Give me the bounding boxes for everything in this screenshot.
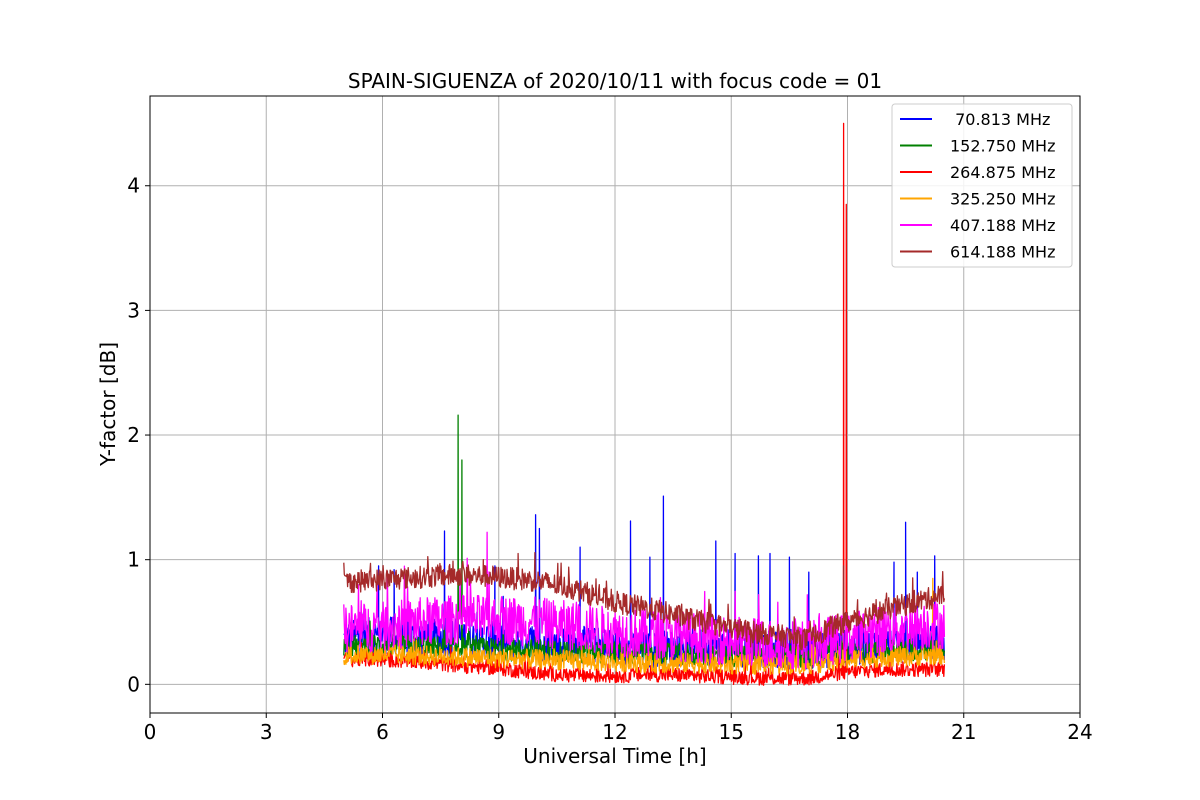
series-lines [343, 122, 946, 686]
x-tick-label: 9 [492, 720, 505, 744]
y-tick-label: 4 [127, 174, 140, 198]
chart-title: SPAIN-SIGUENZA of 2020/10/11 with focus … [348, 69, 882, 93]
legend-label: 70.813 MHz [950, 110, 1050, 129]
y-tick-label: 1 [127, 548, 140, 572]
legend-items: 70.813 MHz 152.750 MHz 264.875 MHz 325.250 … [900, 110, 1055, 262]
x-tick-label: 18 [835, 720, 860, 744]
y-tick-label: 2 [127, 423, 140, 447]
legend-label: 614.188 MHz [950, 243, 1055, 262]
x-tick-label: 15 [719, 720, 744, 744]
y-axis-ticks: 0 1 2 3 4 [127, 174, 150, 696]
series-line [343, 551, 946, 651]
x-tick-label: 12 [602, 720, 627, 744]
x-tick-label: 0 [144, 720, 157, 744]
y-tick-label: 3 [127, 298, 140, 322]
series-line [343, 531, 946, 670]
x-axis-ticks: 0 3 6 9 12 15 18 21 24 [144, 713, 1093, 744]
y-axis-label: Y-factor [dB] [96, 342, 120, 467]
x-tick-label: 3 [260, 720, 273, 744]
legend-box [891, 103, 1073, 268]
legend-label: 407.188 MHz [950, 216, 1055, 235]
legend: 70.813 MHz 152.750 MHz 264.875 MHz 325.250 … [891, 103, 1073, 268]
x-tick-label: 21 [951, 720, 976, 744]
legend-label: 152.750 MHz [950, 137, 1055, 156]
legend-label: 264.875 MHz [950, 163, 1055, 182]
y-tick-label: 0 [127, 672, 140, 696]
series-line [343, 122, 946, 686]
legend-label: 325.250 MHz [950, 190, 1055, 209]
x-axis-label: Universal Time [h] [523, 744, 706, 768]
x-tick-label: 6 [376, 720, 389, 744]
x-tick-label: 24 [1067, 720, 1092, 744]
